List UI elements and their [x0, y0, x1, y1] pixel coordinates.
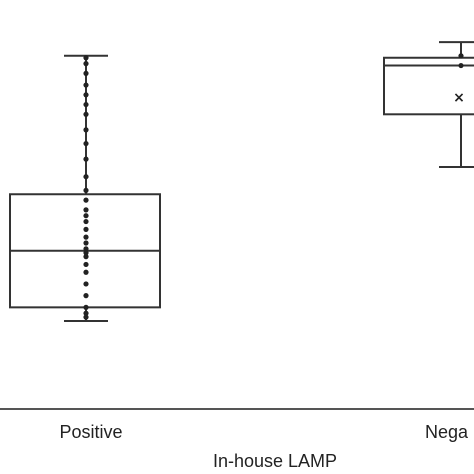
positive-data-point	[83, 92, 89, 98]
positive-data-point	[83, 314, 89, 320]
x-tick-label-negative: Nega	[425, 422, 469, 442]
positive-data-point	[83, 234, 89, 240]
positive-data-point	[83, 156, 89, 162]
positive-data-point	[83, 269, 89, 275]
x-axis-title: In-house LAMP	[213, 451, 337, 471]
negative-data-point	[458, 62, 464, 69]
positive-data-point	[83, 254, 89, 260]
positive-data-point	[83, 55, 89, 61]
positive-data-point	[83, 293, 89, 299]
positive-data-point	[83, 246, 89, 252]
positive-data-point	[83, 111, 89, 117]
positive-data-point	[83, 174, 89, 180]
negative-box	[383, 56, 474, 116]
negative-data-point	[458, 53, 464, 59]
positive-data-point	[83, 140, 89, 147]
positive-data-point	[83, 213, 89, 219]
positive-data-point	[83, 304, 89, 310]
positive-data-point	[83, 261, 89, 268]
positive-data-point	[83, 187, 89, 193]
positive-data-point	[83, 240, 89, 246]
positive-data-point	[83, 226, 89, 232]
positive-data-point	[83, 101, 89, 108]
positive-data-point	[83, 250, 89, 256]
positive-data-point	[83, 127, 89, 133]
x-tick-label-positive: Positive	[59, 422, 122, 442]
positive-data-point	[83, 61, 89, 67]
negative-mean-marker: ×	[453, 90, 465, 106]
positive-data-point	[83, 207, 89, 213]
positive-data-point	[83, 218, 89, 225]
positive-data-point	[83, 82, 89, 88]
positive-data-point	[83, 197, 89, 203]
positive-data-point	[83, 70, 89, 76]
positive-data-point	[83, 310, 89, 316]
positive-data-point	[83, 281, 89, 287]
